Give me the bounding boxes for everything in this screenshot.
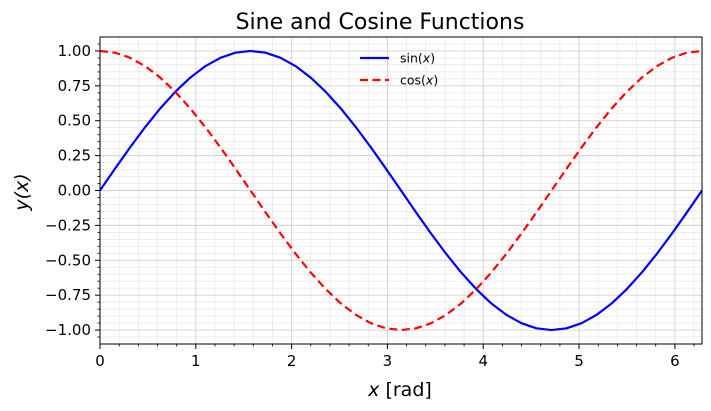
x-axis-var: x (367, 379, 380, 401)
axis-ticks (95, 43, 695, 349)
series-line-cos (99, 49, 703, 332)
legend-close: ) (430, 51, 435, 66)
x-tick-label: 6 (670, 352, 680, 370)
x-tick-label: 4 (478, 352, 488, 370)
y-tick-label: −0.50 (45, 251, 91, 269)
y-tick-label: 0.25 (58, 147, 91, 165)
y-tick-label: 0.50 (58, 112, 91, 130)
series-layer (99, 49, 703, 332)
y-tick-label: 0.00 (58, 182, 91, 200)
legend-var: x (425, 73, 434, 88)
legend-close: ) (433, 73, 438, 88)
x-tick-label: 1 (191, 352, 201, 370)
y-tick-label: −0.25 (45, 216, 91, 234)
x-axis-unit: [rad] (379, 379, 431, 401)
legend-label: sin(x) (400, 51, 435, 66)
tick-labels: 0 1 2 3 4 5 6 −1.00 −0.75 −0.50 −0.25 0.00 0.25 0.50 0… (45, 42, 680, 370)
y-tick-label: 0.75 (58, 77, 91, 95)
x-tick-label: 0 (95, 352, 105, 370)
y-tick-label: −0.75 (45, 286, 91, 304)
x-tick-label: 5 (574, 352, 584, 370)
y-tick-label: 1.00 (58, 42, 91, 60)
legend-func: sin( (400, 51, 423, 66)
series-line-sin (99, 49, 703, 332)
legend-func: cos( (400, 73, 426, 88)
y-tick-label: −1.00 (45, 321, 91, 339)
legend-label: cos(x) (400, 73, 438, 88)
chart-title: Sine and Cosine Functions (236, 10, 525, 35)
legend-var: x (422, 51, 431, 66)
x-tick-label: 3 (383, 352, 393, 370)
y-axis-label: y(x) (11, 173, 33, 211)
x-tick-label: 2 (287, 352, 297, 370)
legend: sin(x)cos(x) (360, 51, 438, 88)
x-axis-label: x [rad] (367, 379, 432, 401)
